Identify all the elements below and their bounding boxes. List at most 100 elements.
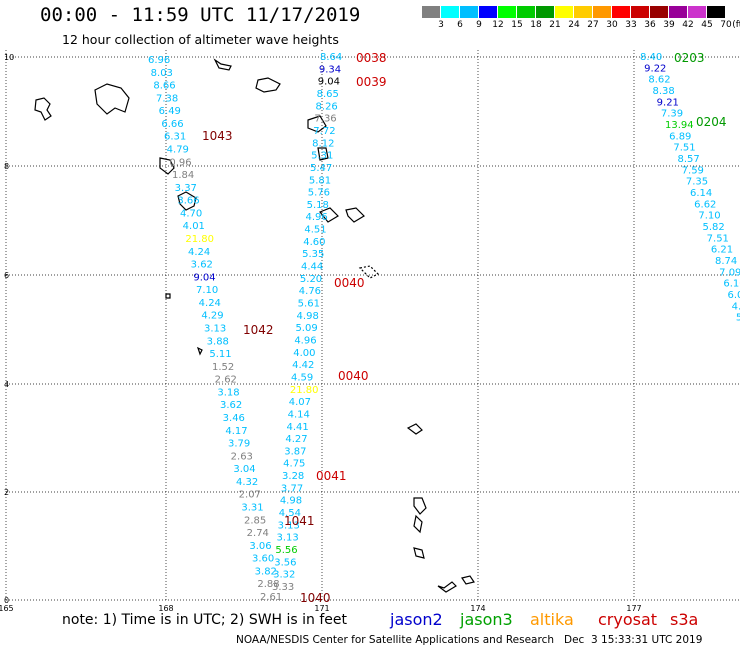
legend-label: 3 (438, 20, 444, 30)
legend-label: 12 (492, 20, 504, 30)
wave-height-label: 4.29 (201, 311, 223, 322)
wave-height-label: 6.10 (723, 279, 740, 290)
coastlines (34, 58, 475, 593)
page-title: 00:00 - 11:59 UTC 11/17/2019 (40, 4, 361, 26)
legend-swatch (498, 6, 516, 18)
mission-label: jason2 (390, 610, 443, 629)
y-tick-label: 2 (4, 488, 9, 497)
legend-swatch (536, 6, 554, 18)
wave-height-label: 9.34 (319, 64, 341, 75)
wave-height-label: 6.62 (694, 199, 716, 210)
wave-height-label: 8.26 (316, 101, 338, 112)
wave-height-label: 4.42 (292, 360, 314, 371)
wave-height-label: 2.63 (231, 451, 253, 462)
wave-height-label: 5.20 (300, 274, 322, 285)
wave-height-label: 3.04 (233, 464, 255, 475)
legend-label: 30 (606, 20, 618, 30)
island-outline (159, 157, 175, 175)
wave-height-label: 4.79 (167, 145, 189, 156)
wave-height-label: 2.88 (257, 579, 279, 590)
wave-height-label: 8.03 (151, 68, 173, 79)
wave-height-label: 3.56 (274, 557, 296, 568)
mission-label: cryosat (598, 610, 658, 629)
legend-swatch (650, 6, 668, 18)
wave-height-label: 4.41 (287, 422, 309, 433)
island-outline (213, 58, 232, 71)
wave-height-label: 8.38 (653, 86, 675, 97)
wave-height-label: 7.36 (314, 114, 336, 125)
island-outline (165, 293, 171, 299)
wave-height-label: 4.60 (303, 237, 325, 248)
wave-height-label: 5.47 (310, 163, 332, 174)
island-outline (317, 147, 329, 161)
wave-height-label: 3.32 (273, 570, 295, 581)
page-subtitle: 12 hour collection of altimeter wave hei… (62, 32, 339, 47)
wave-height-label: 4.07 (289, 397, 311, 408)
pass-time-label: 0039 (356, 75, 387, 89)
island-outline (413, 547, 425, 559)
wave-height-label: 3.62 (220, 400, 242, 411)
wave-height-label: 4.54 (279, 508, 301, 519)
wave-height-label: 4.24 (188, 247, 210, 258)
wave-height-label: 21.80 (290, 385, 319, 396)
wave-height-label: 5.76 (308, 188, 330, 199)
wave-height-label: 4.76 (299, 286, 321, 297)
wave-height-label: 8.66 (153, 81, 175, 92)
wave-height-label: 4.98 (280, 496, 302, 507)
wave-height-label: 7.35 (686, 177, 708, 188)
pass-time-label: 0203 (674, 51, 705, 65)
wave-height-label: 4.27 (285, 434, 307, 445)
wave-height-label: 9.04 (193, 272, 215, 283)
legend-label: 21 (549, 20, 561, 30)
island-outline (345, 207, 365, 223)
wave-height-label: 6.49 (159, 106, 181, 117)
wave-height-label: 3.13 (204, 324, 226, 335)
legend-swatch (555, 6, 573, 18)
wave-height-label: 2.07 (239, 490, 261, 501)
y-tick-label: 0 (4, 596, 9, 605)
island-outline (406, 423, 423, 435)
pass-time-label: 1043 (202, 129, 233, 143)
legend-label: 15 (511, 20, 523, 30)
x-tick-label: 177 (626, 604, 641, 613)
wave-height-label: 3.33 (272, 582, 294, 593)
legend-swatch (593, 6, 611, 18)
wave-height-label: 3.13 (276, 533, 298, 544)
wave-height-label: 7.59 (682, 165, 704, 176)
wave-height-label: 7.38 (156, 93, 178, 104)
credit-line: NOAA/NESDIS Center for Satellite Applica… (236, 634, 703, 646)
map-grid: 165 168 171 174 177 10 8 6 4 2 0 (0, 50, 740, 613)
island-outline (437, 581, 457, 593)
pass-time-label: 0038 (356, 51, 387, 65)
wave-height-label: 8.40 (640, 52, 662, 63)
legend-label: 33 (625, 20, 637, 30)
pass-time-label: 0040 (334, 276, 365, 290)
wave-height-label: 4.51 (304, 225, 326, 236)
wave-height-label: 7.39 (661, 109, 683, 120)
legend-label: 70 (720, 20, 732, 30)
x-tick-label: 168 (158, 604, 173, 613)
wave-height-label: 1.52 (212, 362, 234, 373)
legend-label: 18 (530, 20, 542, 30)
wave-height-label: 21.80 (185, 234, 214, 245)
legend-swatch (517, 6, 535, 18)
wave-height-label: 3.66 (177, 196, 199, 207)
legend-label: 42 (682, 20, 694, 30)
wave-height-label: 9.22 (644, 63, 666, 74)
wave-height-label: 4.3 (732, 301, 740, 312)
y-tick-label: 4 (4, 380, 9, 389)
legend-label: 24 (568, 20, 580, 30)
wave-height-label: 3.06 (249, 541, 271, 552)
wave-height-label: 2.61 (260, 592, 282, 603)
wave-height-label: 3.62 (191, 260, 213, 271)
wave-height-label: 4.75 (283, 459, 305, 470)
wave-height-label: 4.01 (183, 221, 205, 232)
wave-height-label: 0.96 (169, 157, 191, 168)
legend-label: 45 (701, 20, 713, 30)
island-outline (413, 514, 423, 534)
legend-swatch (441, 6, 459, 18)
satellite-tracks: 6.96 8.03 8.667.38 6.49 6.66 6.31 4.790.96 1.84… (148, 52, 740, 603)
wave-height-label: 6.96 (148, 55, 170, 66)
wave-height-label: 6.31 (164, 132, 186, 143)
wave-height-label: 7.51 (673, 143, 695, 154)
